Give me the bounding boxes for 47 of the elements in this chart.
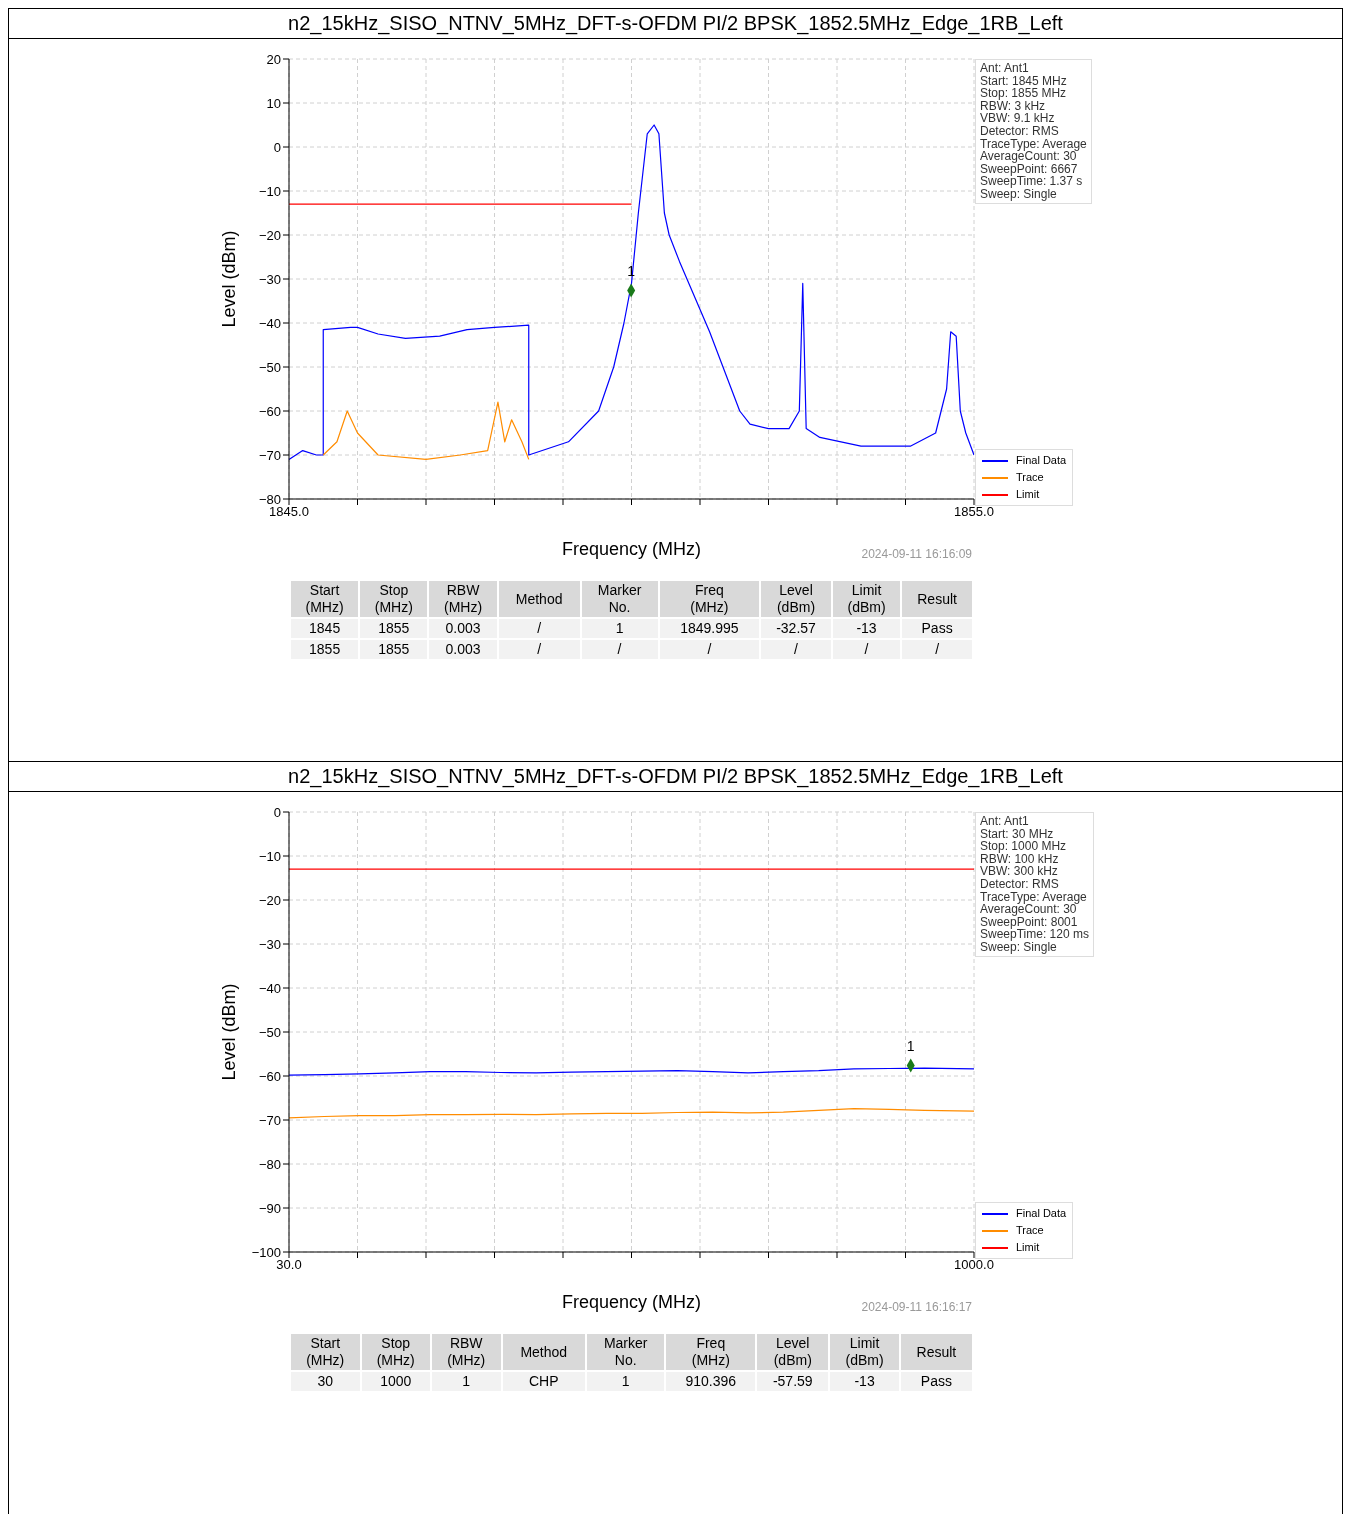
y-tick-label: −90 <box>258 1200 281 1216</box>
y-tick-label: 0 <box>273 804 281 820</box>
legend-label: Final Data <box>1015 453 1067 468</box>
y-tick-label: −20 <box>258 227 281 243</box>
y-tick-label: −50 <box>258 359 281 375</box>
text: Ant: Ant1 Start: 30 MHz Stop: 1000 MHz RBW: 100 kHz VBW: 300 kHz Detector: RMS TraceType: Average AverageCount: 30 SweepPoint: 8001 SweepTime: 120 ms Sweep: Single <box>980 814 1089 954</box>
y-tick-label: −80 <box>258 491 281 507</box>
chart-title: n2_15kHz_SISO_NTNV_5MHz_DFT-s-OFDM PI/2 BPSK_1852.5MHz_Edge_1RB_Left <box>9 762 1342 792</box>
x-tick-label: 1000.0 <box>954 1257 994 1273</box>
x-tick-label: 1855.0 <box>954 504 994 520</box>
line-series <box>289 1107 974 1119</box>
y-tick-label: −100 <box>251 1244 281 1260</box>
y-tick-label: −50 <box>258 1024 281 1040</box>
legend-label: Final Data <box>1015 1206 1067 1221</box>
y-tick-label: −70 <box>258 1112 281 1128</box>
x-tick-label: 1845.0 <box>269 504 309 520</box>
line-series <box>289 124 974 460</box>
line-series <box>322 401 530 460</box>
text: 2024-09-11 16:16:09 <box>860 547 972 561</box>
chart-title: n2_15kHz_SISO_NTNV_5MHz_DFT-s-OFDM PI/2 BPSK_1852.5MHz_Edge_1RB_Left <box>9 9 1342 39</box>
y-tick-label: −40 <box>258 315 281 331</box>
legend-label: Limit <box>1015 1240 1041 1255</box>
y-axis-title: Level (dBm) <box>219 983 240 1081</box>
y-axis-title: Level (dBm) <box>219 230 240 328</box>
line-series <box>289 1067 974 1076</box>
y-tick-label: −60 <box>258 1068 281 1084</box>
y-tick-label: −80 <box>258 1156 281 1172</box>
legend-label: Trace <box>1015 1223 1045 1238</box>
y-tick-label: −30 <box>258 271 281 287</box>
y-tick-label: 10 <box>266 95 281 111</box>
y-tick-label: −40 <box>258 980 281 996</box>
y-tick-label: −20 <box>258 892 281 908</box>
x-tick-label: 30.0 <box>276 1257 302 1273</box>
text: Ant: Ant1 Start: 1845 MHz Stop: 1855 MHz RBW: 3 kHz VBW: 9.1 kHz Detector: RMS TraceType: Average AverageCount: 30 SweepPoint: 6667 SweepTime: 1.37 s Sweep: Single <box>980 61 1087 201</box>
x-axis-title: Frequency (MHz) <box>561 1292 702 1312</box>
y-tick-label: 0 <box>273 139 281 155</box>
text: 2024-09-11 16:16:17 <box>860 1300 972 1314</box>
y-tick-label: −10 <box>258 183 281 199</box>
legend-label: Limit <box>1015 487 1041 502</box>
y-tick-label: −10 <box>258 848 281 864</box>
annotation: 1 <box>906 1038 915 1055</box>
y-tick-label: −70 <box>258 447 281 463</box>
y-tick-label: −30 <box>258 936 281 952</box>
y-tick-label: −60 <box>258 403 281 419</box>
legend-label: Trace <box>1015 470 1045 485</box>
y-tick-label: 20 <box>266 51 281 67</box>
x-axis-title: Frequency (MHz) <box>561 539 702 559</box>
